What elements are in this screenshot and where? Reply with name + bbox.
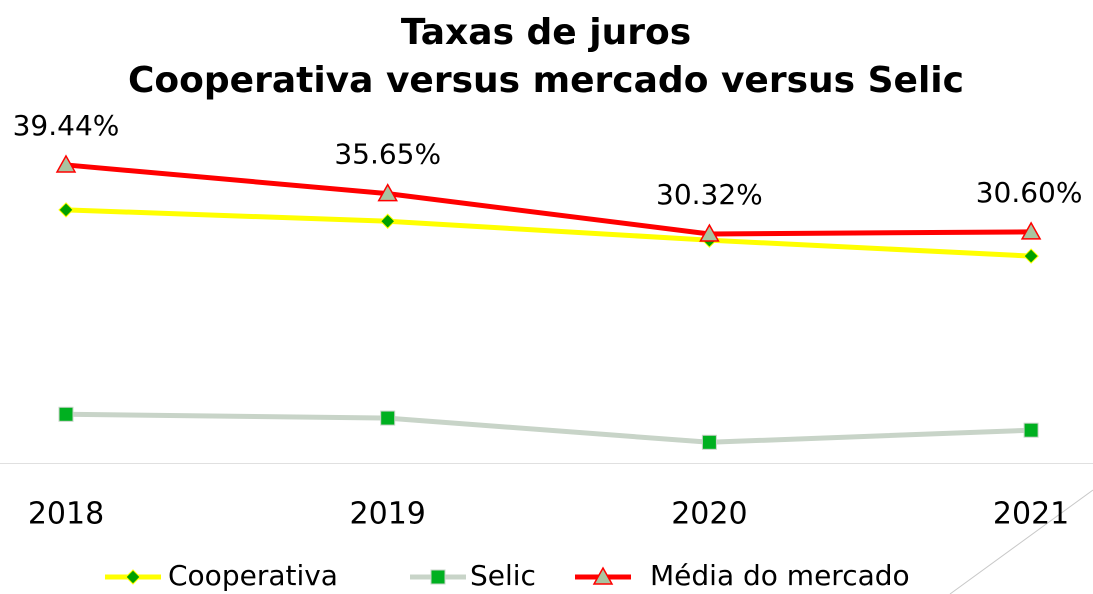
legend-label: Selic: [470, 559, 536, 592]
data-label: 35.65%: [334, 138, 441, 171]
chart-subtitle: Cooperativa versus mercado versus Selic: [128, 60, 964, 101]
series-line: [65, 411, 1032, 445]
marker: [1023, 248, 1039, 264]
x-tick-label: 2018: [28, 497, 104, 532]
legend-label: Cooperativa: [168, 559, 338, 592]
x-tick-label: 2019: [350, 497, 426, 532]
data-label: 30.60%: [976, 176, 1083, 209]
legend-marker: [592, 566, 614, 585]
marker: [58, 406, 74, 422]
marker: [699, 223, 720, 242]
legend-marker: [125, 569, 141, 585]
data-label: 39.44%: [13, 109, 120, 142]
chart-title: Taxas de juros: [401, 12, 691, 53]
marker: [1020, 221, 1042, 240]
data-label: 30.32%: [656, 178, 763, 211]
marker: [58, 202, 74, 218]
decoration: [949, 489, 1093, 594]
marker: [377, 183, 398, 202]
marker: [379, 213, 396, 229]
marker: [55, 154, 77, 173]
x-tick-label: 2020: [671, 497, 747, 532]
series-line: [65, 207, 1032, 259]
series-line: [65, 162, 1032, 237]
legend-marker: [430, 569, 446, 585]
x-tick-label: 2021: [993, 497, 1069, 532]
marker: [701, 434, 717, 450]
marker: [1023, 422, 1039, 438]
legend-label: Média do mercado: [650, 559, 910, 592]
marker: [380, 410, 396, 426]
